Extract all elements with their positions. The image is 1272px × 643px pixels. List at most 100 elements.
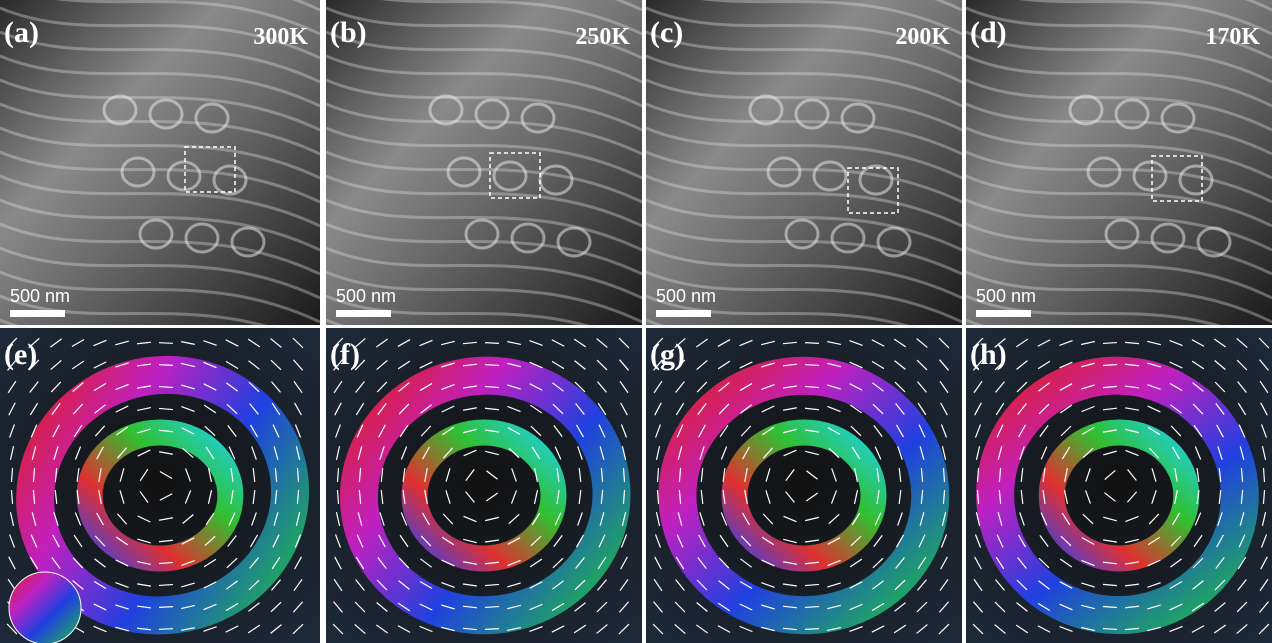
magnetization-arrow — [1238, 534, 1246, 548]
skyrmion-bubble — [784, 218, 820, 250]
magnetization-arrow — [1018, 534, 1026, 548]
magnetization-arrow — [1217, 446, 1223, 460]
magnetization-arrow — [1059, 383, 1073, 391]
magnetization-arrow — [334, 424, 342, 438]
magnetization-arrow — [116, 447, 128, 459]
selection-box — [489, 152, 541, 199]
magnetization-arrow — [896, 424, 904, 438]
magnetization-arrow — [441, 582, 455, 588]
magnetization-arrow — [994, 338, 1006, 348]
skyrmion-bubble — [194, 102, 230, 134]
magnetization-arrow — [335, 512, 341, 526]
magnetization-arrow — [849, 383, 863, 391]
magnetization-arrow — [621, 512, 627, 526]
domain-stripe — [645, 126, 963, 180]
domain-stripe — [325, 102, 643, 156]
magnetization-arrow — [507, 340, 521, 346]
magnetization-arrow — [849, 603, 863, 611]
magnetization-arrow — [376, 360, 388, 370]
magnetization-arrow — [333, 359, 343, 371]
magnetization-arrow — [295, 512, 301, 526]
magnetization-arrow — [441, 340, 455, 346]
magnetization-arrow — [1059, 339, 1073, 347]
magnetization-arrow — [552, 580, 564, 590]
magnetization-arrow — [332, 337, 344, 349]
skyrmion-bubble — [520, 102, 556, 134]
magnetization-arrow — [137, 538, 151, 544]
magnetization-arrow — [917, 579, 927, 591]
skyrmion-bubble — [830, 222, 866, 254]
magnetization-arrow — [184, 490, 192, 504]
magnetization-arrow — [876, 467, 880, 483]
skyrmion-bubble — [766, 156, 802, 188]
magnetization-arrow — [377, 403, 387, 415]
magnetization-arrow — [898, 467, 902, 483]
magnetization-arrow — [854, 468, 858, 482]
magnetization-arrow — [1064, 468, 1068, 482]
magnetization-arrow — [204, 535, 216, 547]
magnetization-arrow — [997, 446, 1003, 460]
magnetization-arrow — [32, 467, 36, 483]
domain-stripe — [0, 198, 321, 252]
magnetization-arrow — [1174, 490, 1178, 504]
magnetization-arrow — [94, 425, 106, 437]
magnetization-arrow — [1020, 467, 1024, 483]
magnetization-arrow — [917, 402, 927, 416]
skyrmion-bubble — [184, 222, 220, 254]
skyrmion-bubble — [212, 164, 248, 196]
magnetization-arrow — [424, 468, 428, 482]
magnetization-arrow — [897, 512, 903, 526]
magnetization-arrow — [1085, 468, 1091, 482]
inner-ring — [721, 419, 887, 572]
magnetization-arrow — [827, 582, 841, 588]
magnetization-arrow — [531, 512, 541, 526]
magnetization-arrow — [1104, 469, 1116, 481]
panel-label: (b) — [330, 16, 367, 49]
magnetization-arrow — [96, 512, 104, 526]
magnetization-arrow — [355, 381, 365, 393]
inner-ring — [1038, 419, 1200, 572]
magnetization-arrow — [441, 604, 455, 610]
magnetization-arrow — [274, 489, 278, 505]
magnetization-arrow — [620, 402, 628, 416]
magnetization-arrow — [8, 402, 16, 416]
magnetization-arrow — [994, 601, 1006, 613]
magnetization-arrow — [252, 467, 256, 483]
magnetization-arrow — [137, 560, 151, 566]
magnetization-arrow — [1218, 467, 1222, 483]
magnetization-arrow — [9, 446, 15, 460]
magnetization-arrow — [533, 490, 539, 504]
magnetization-arrow — [618, 337, 630, 349]
magnetization-arrow — [534, 468, 538, 482]
magnetization-arrow — [761, 405, 775, 413]
magnetization-arrow — [974, 534, 982, 548]
magnetization-arrow — [783, 407, 797, 411]
magnetization-arrow — [249, 403, 259, 415]
magnetization-arrow — [270, 579, 282, 591]
magnetization-arrow — [995, 556, 1005, 570]
magnetization-arrow — [181, 384, 195, 390]
outer-ring — [16, 355, 310, 635]
magnetization-arrow — [998, 467, 1002, 483]
magnetization-arrow — [1192, 403, 1204, 415]
magnetization-arrow — [93, 580, 107, 590]
magnetization-arrow — [93, 382, 107, 392]
magnetization-arrow — [827, 340, 841, 346]
magnetization-arrow — [1102, 341, 1118, 345]
magnetization-arrow — [827, 405, 841, 413]
magnetization-arrow — [1169, 382, 1183, 392]
magnetization-arrow — [30, 424, 38, 438]
magnetization-arrow — [485, 492, 499, 502]
magnetization-arrow — [1015, 338, 1029, 348]
magnetization-arrow — [1214, 579, 1226, 591]
magnetization-arrow — [678, 467, 682, 483]
magnetization-arrow — [719, 534, 729, 548]
magnetization-arrow — [920, 467, 924, 483]
magnetization-arrow — [463, 515, 477, 523]
magnetization-arrow — [652, 623, 664, 635]
magnetization-arrow — [1148, 447, 1160, 459]
magnetization-arrow — [574, 381, 586, 393]
magnetization-arrow — [574, 360, 586, 370]
magnetization-arrow — [765, 468, 771, 482]
magnetization-arrow — [442, 447, 454, 459]
